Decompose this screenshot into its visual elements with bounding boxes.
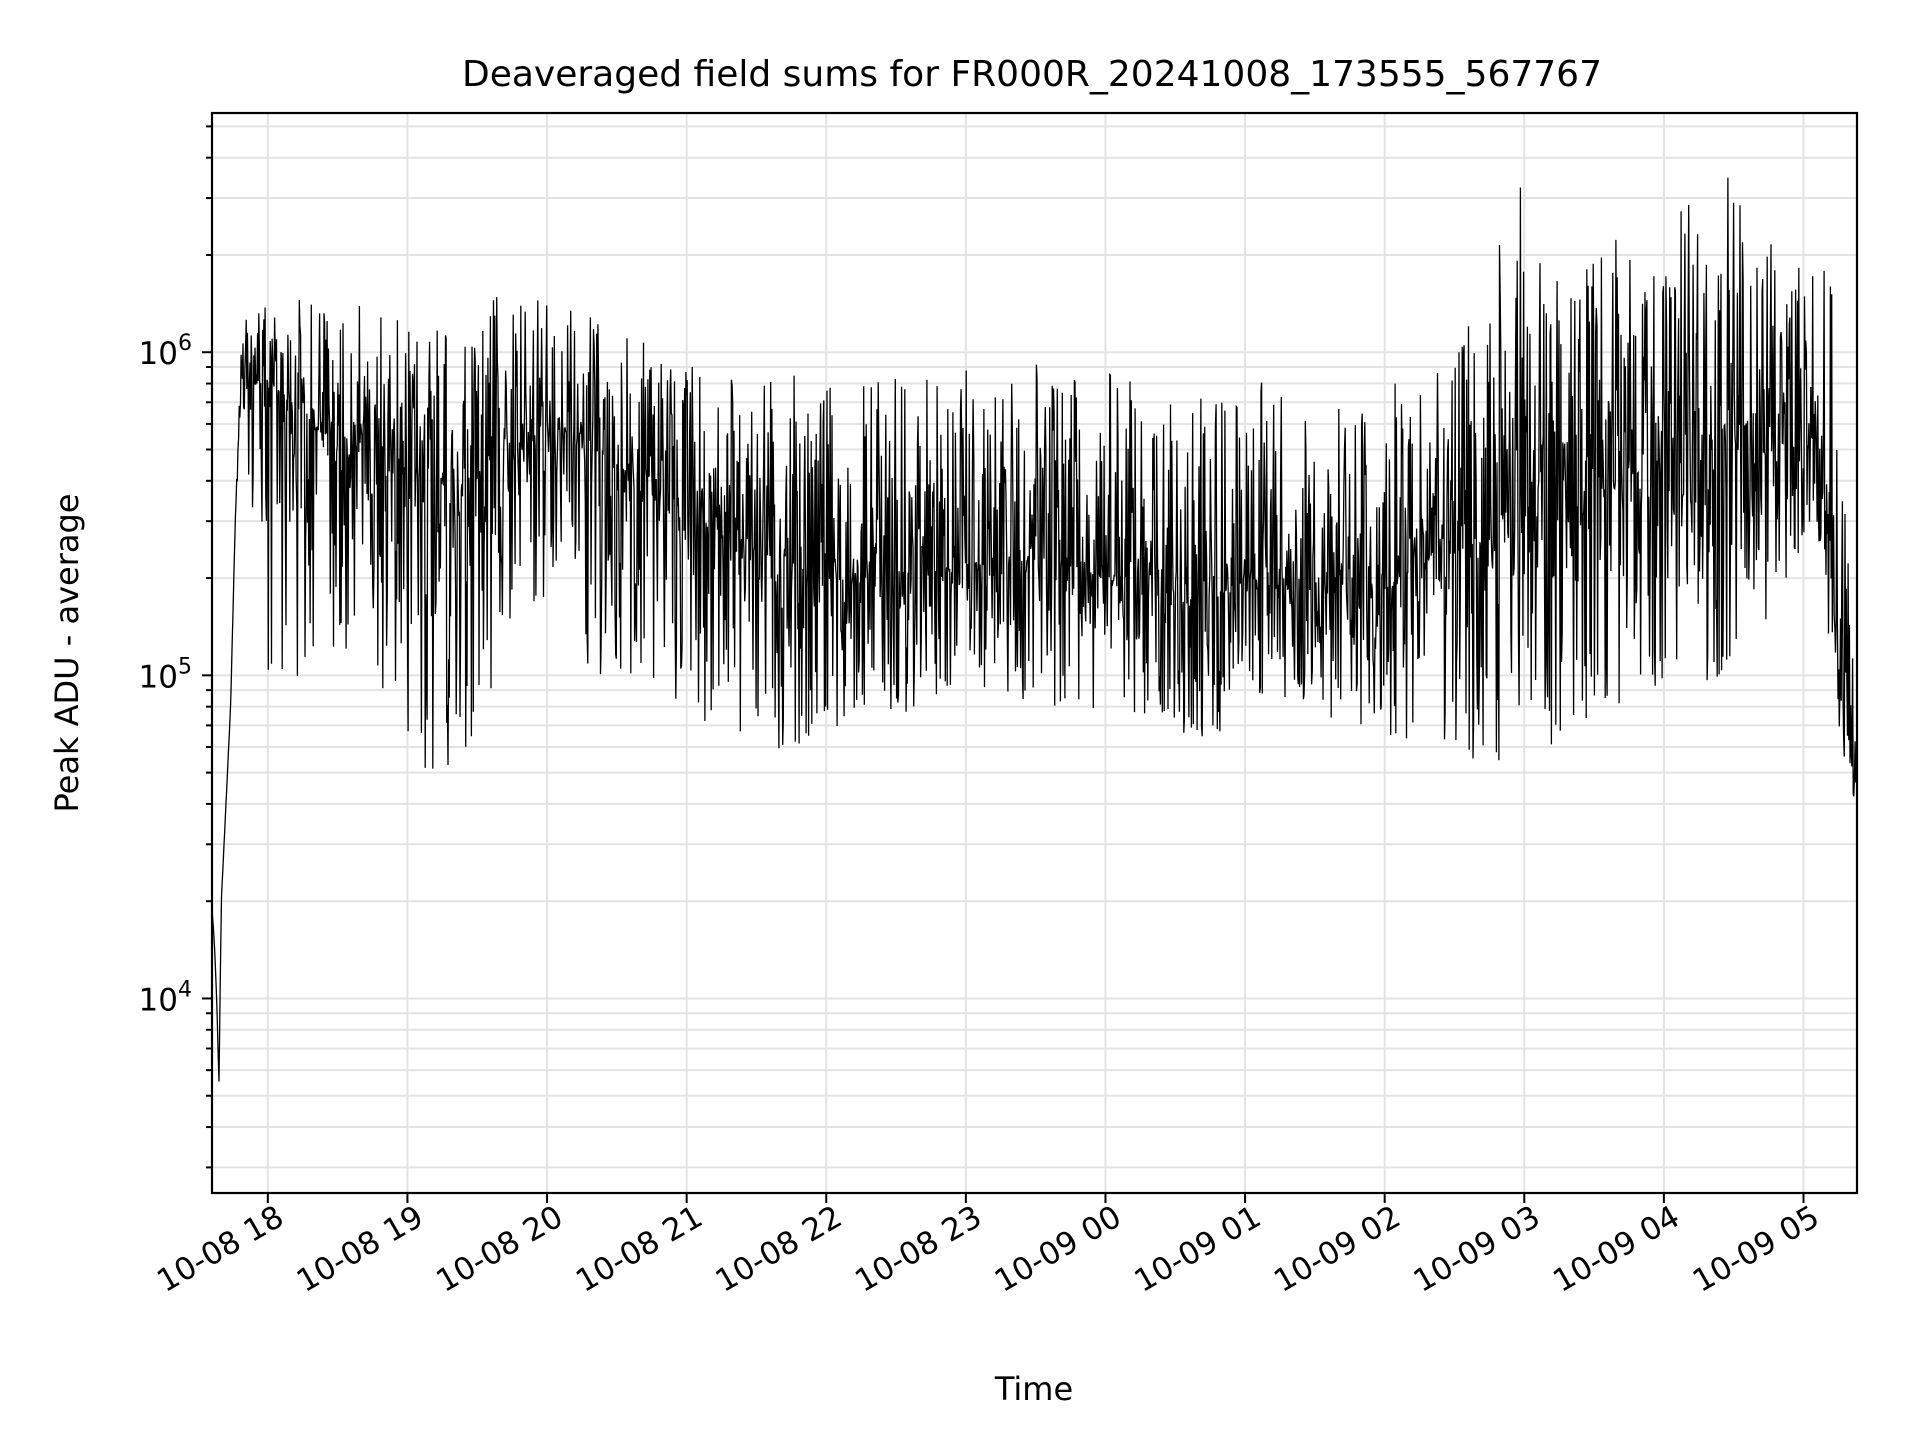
series-layer xyxy=(211,177,1858,1082)
chart-title: Deaveraged field sums for FR000R_2024100… xyxy=(462,54,1602,95)
y-axis-label: Peak ADU - average xyxy=(48,494,86,813)
x-axis-label: Time xyxy=(994,1370,1073,1408)
y-tick-label: 106 xyxy=(139,331,192,372)
y-tick-label-base: 10 xyxy=(139,982,178,1018)
y-tick-label-exponent: 4 xyxy=(178,977,192,1002)
y-tick-label: 104 xyxy=(139,977,192,1018)
y-tick-label-exponent: 5 xyxy=(178,654,192,679)
y-tick-label-base: 10 xyxy=(139,659,178,695)
y-tick-label-exponent: 6 xyxy=(178,331,192,356)
y-tick-label-base: 10 xyxy=(139,336,178,372)
series-line xyxy=(211,177,1858,1082)
grid-layer xyxy=(212,113,1857,1193)
plot-frame xyxy=(210,111,1859,1195)
y-tick-label: 105 xyxy=(139,654,192,695)
